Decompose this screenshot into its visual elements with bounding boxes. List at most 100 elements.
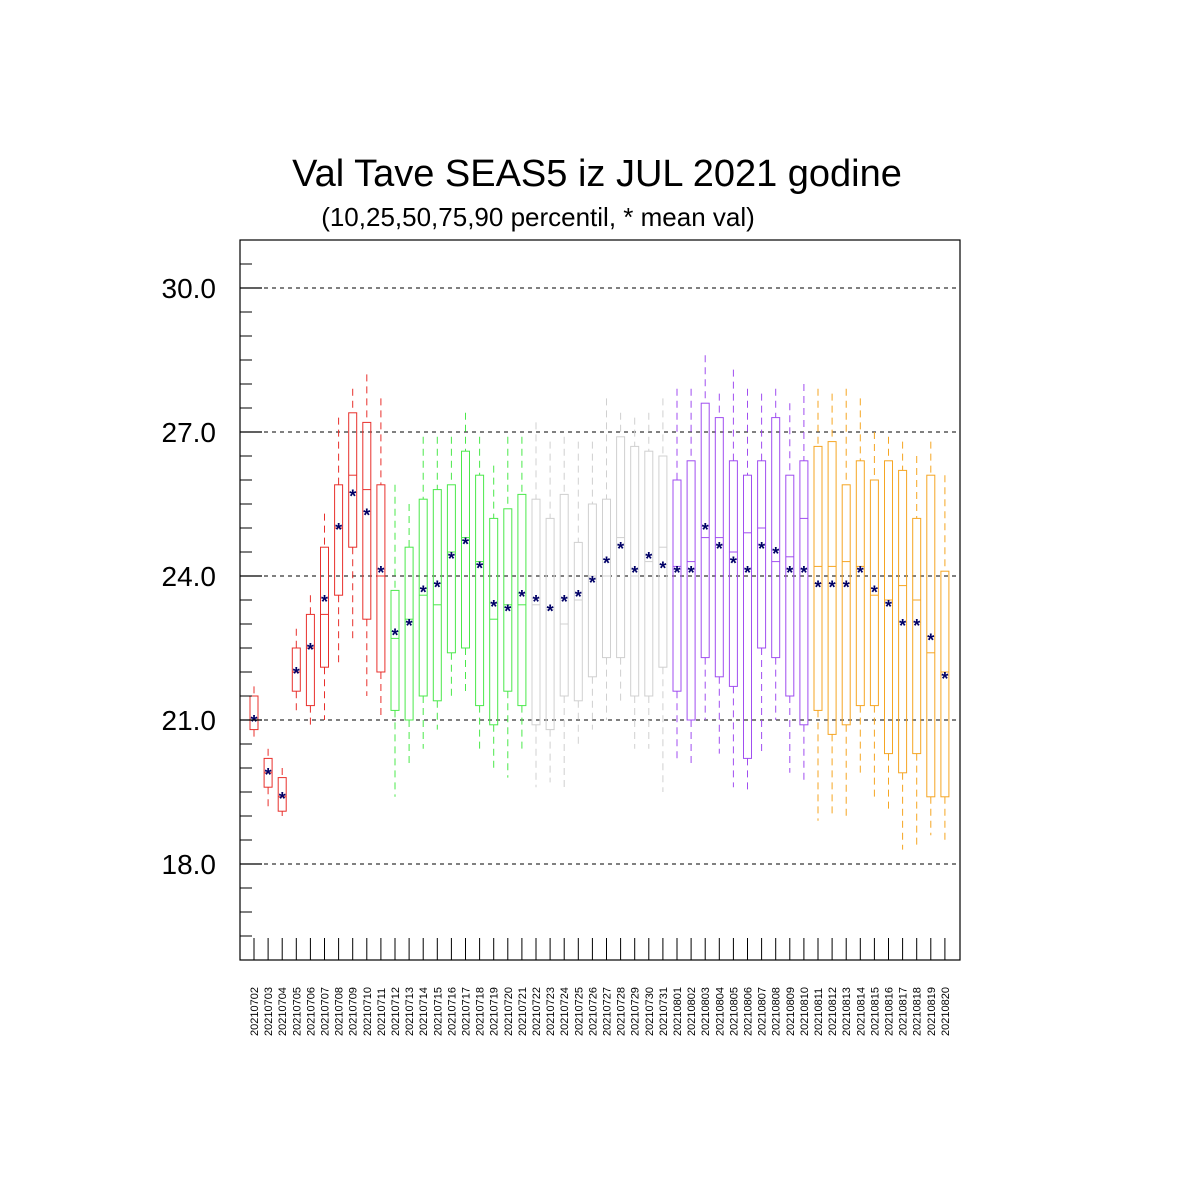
mean-marker: * <box>913 616 920 636</box>
iqr-box <box>461 450 470 649</box>
iqr-box <box>587 503 597 678</box>
iqr-box <box>446 484 456 654</box>
iqr-box <box>320 546 329 668</box>
x-tick-label: 20210819 <box>926 987 938 1036</box>
mean-marker: * <box>843 578 850 598</box>
grid-lines <box>240 287 960 865</box>
iqr-box <box>348 412 358 548</box>
mean-marker: * <box>730 554 737 574</box>
mean-marker: * <box>504 602 511 622</box>
x-tick-label: 20210810 <box>799 987 811 1036</box>
mean-marker: * <box>406 616 413 636</box>
x-tick-label: 20210730 <box>644 987 656 1036</box>
x-tick-label: 20210805 <box>728 987 740 1036</box>
x-tick-label: 20210705 <box>291 987 303 1036</box>
x-tick-label: 20210813 <box>841 987 853 1036</box>
mean-marker: * <box>377 563 384 583</box>
box-20210816 <box>884 436 893 812</box>
mean-marker: * <box>532 592 539 612</box>
chart-title: Val Tave SEAS5 iz JUL 2021 godine <box>292 153 902 195</box>
box-20210818 <box>912 456 922 845</box>
iqr-box <box>658 455 668 668</box>
plot-frame <box>239 239 961 961</box>
box-20210706 <box>305 595 315 730</box>
box-20210719 <box>489 465 499 773</box>
mean-marker: * <box>307 640 314 660</box>
mean-marker: * <box>702 520 709 540</box>
x-tick-label: 20210702 <box>249 987 261 1036</box>
x-tick-label: 20210723 <box>545 987 557 1036</box>
mean-marker: * <box>927 630 934 650</box>
x-tick-label: 20210724 <box>559 987 571 1036</box>
iqr-box <box>517 493 527 707</box>
box-20210726 <box>587 441 597 730</box>
mean-marker: * <box>462 534 469 554</box>
box-20210722 <box>531 422 541 788</box>
box-20210715 <box>432 436 442 730</box>
mean-marker: * <box>490 597 497 617</box>
x-tick-label: 20210806 <box>743 987 755 1036</box>
x-tick-label: 20210703 <box>263 987 275 1036</box>
x-tick-label: 20210811 <box>813 988 825 1036</box>
iqr-box <box>475 474 485 707</box>
mean-marker: * <box>800 563 807 583</box>
x-tick-label: 20210801 <box>672 987 684 1036</box>
box-20210725 <box>573 441 583 744</box>
iqr-box <box>249 695 259 731</box>
y-tick-label: 18.0 <box>162 849 217 880</box>
box-20210720 <box>503 436 513 778</box>
x-tick-label: 20210708 <box>334 987 346 1036</box>
iqr-box <box>813 445 823 711</box>
box-20210807 <box>757 393 767 754</box>
mean-marker: * <box>688 563 695 583</box>
mean-marker: * <box>814 578 821 598</box>
mean-marker: * <box>476 558 483 578</box>
mean-marker: * <box>829 578 836 598</box>
mean-marker: * <box>899 616 906 636</box>
iqr-box <box>757 460 767 649</box>
box-20210820 <box>940 475 950 845</box>
x-tick-label: 20210725 <box>573 987 585 1036</box>
box-20210728 <box>616 412 626 706</box>
box-20210810 <box>799 384 809 783</box>
iqr-box <box>545 517 555 731</box>
x-tick-label: 20210707 <box>320 987 332 1036</box>
mean-marker: * <box>659 558 666 578</box>
x-tick-label: 20210727 <box>602 987 614 1036</box>
x-tick-label: 20210803 <box>700 987 712 1036</box>
iqr-box <box>376 484 386 673</box>
iqr-box <box>785 474 795 697</box>
box-20210806 <box>743 388 752 792</box>
iqr-box <box>573 541 583 702</box>
x-tick-label: 20210719 <box>489 987 501 1036</box>
y-tick-label: 30.0 <box>162 273 217 304</box>
x-tick-label: 20210812 <box>827 987 839 1036</box>
mean-marker: * <box>321 592 328 612</box>
mean-marker: * <box>349 486 356 506</box>
mean-marker: * <box>941 669 948 689</box>
axis-ticks <box>240 239 946 961</box>
box-20210707 <box>320 513 329 720</box>
mean-marker: * <box>772 544 779 564</box>
y-tick-label: 21.0 <box>162 705 217 736</box>
box-20210723 <box>545 441 555 783</box>
mean-marker: * <box>547 602 554 622</box>
x-tick-label: 20210815 <box>869 987 881 1036</box>
mean-marker: * <box>575 587 582 607</box>
iqr-box <box>869 479 879 707</box>
x-tick-label: 20210808 <box>771 987 783 1036</box>
x-tick-label: 20210818 <box>912 987 924 1036</box>
box-20210805 <box>728 369 738 788</box>
box-20210811 <box>813 388 823 821</box>
box-20210714 <box>418 436 428 749</box>
x-tick-label: 20210807 <box>757 987 769 1036</box>
box-20210802 <box>686 388 696 764</box>
box-20210708 <box>334 417 344 663</box>
box-20210730 <box>644 412 654 749</box>
x-tick-label: 20210804 <box>714 987 726 1036</box>
iqr-box <box>799 460 809 726</box>
y-axis-labels: 18.0 21.0 24.0 27.0 30.0 <box>162 273 217 880</box>
iqr-box <box>841 484 851 726</box>
iqr-box <box>884 460 893 755</box>
